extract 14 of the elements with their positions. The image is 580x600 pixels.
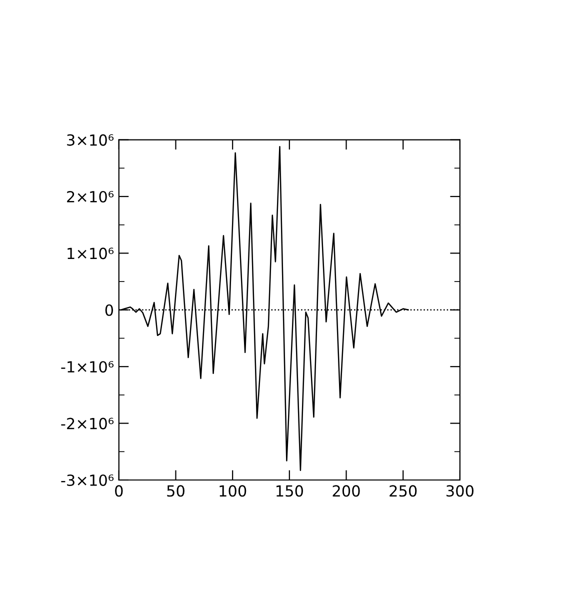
y-tick-label: 2×10⁶: [67, 190, 114, 203]
x-tick-label: 250: [390, 485, 417, 497]
y-tick-label: 3×10⁶: [67, 134, 114, 146]
x-tick-label: 150: [276, 485, 303, 497]
y-tick-label: -3×10⁶: [61, 474, 114, 486]
x-tick-label: 100: [220, 485, 246, 497]
x-tick-label: 300: [446, 485, 474, 497]
y-tick-label: 1×10⁶: [68, 248, 114, 260]
x-tick-label: 200: [332, 485, 360, 497]
y-tick-label: -2×10⁶: [61, 418, 114, 430]
y-tick-label: 0: [105, 304, 114, 316]
x-tick-label: 0: [115, 485, 123, 497]
x-tick-label: 50: [167, 485, 184, 497]
y-tick-label: -1×10⁶: [61, 361, 114, 373]
